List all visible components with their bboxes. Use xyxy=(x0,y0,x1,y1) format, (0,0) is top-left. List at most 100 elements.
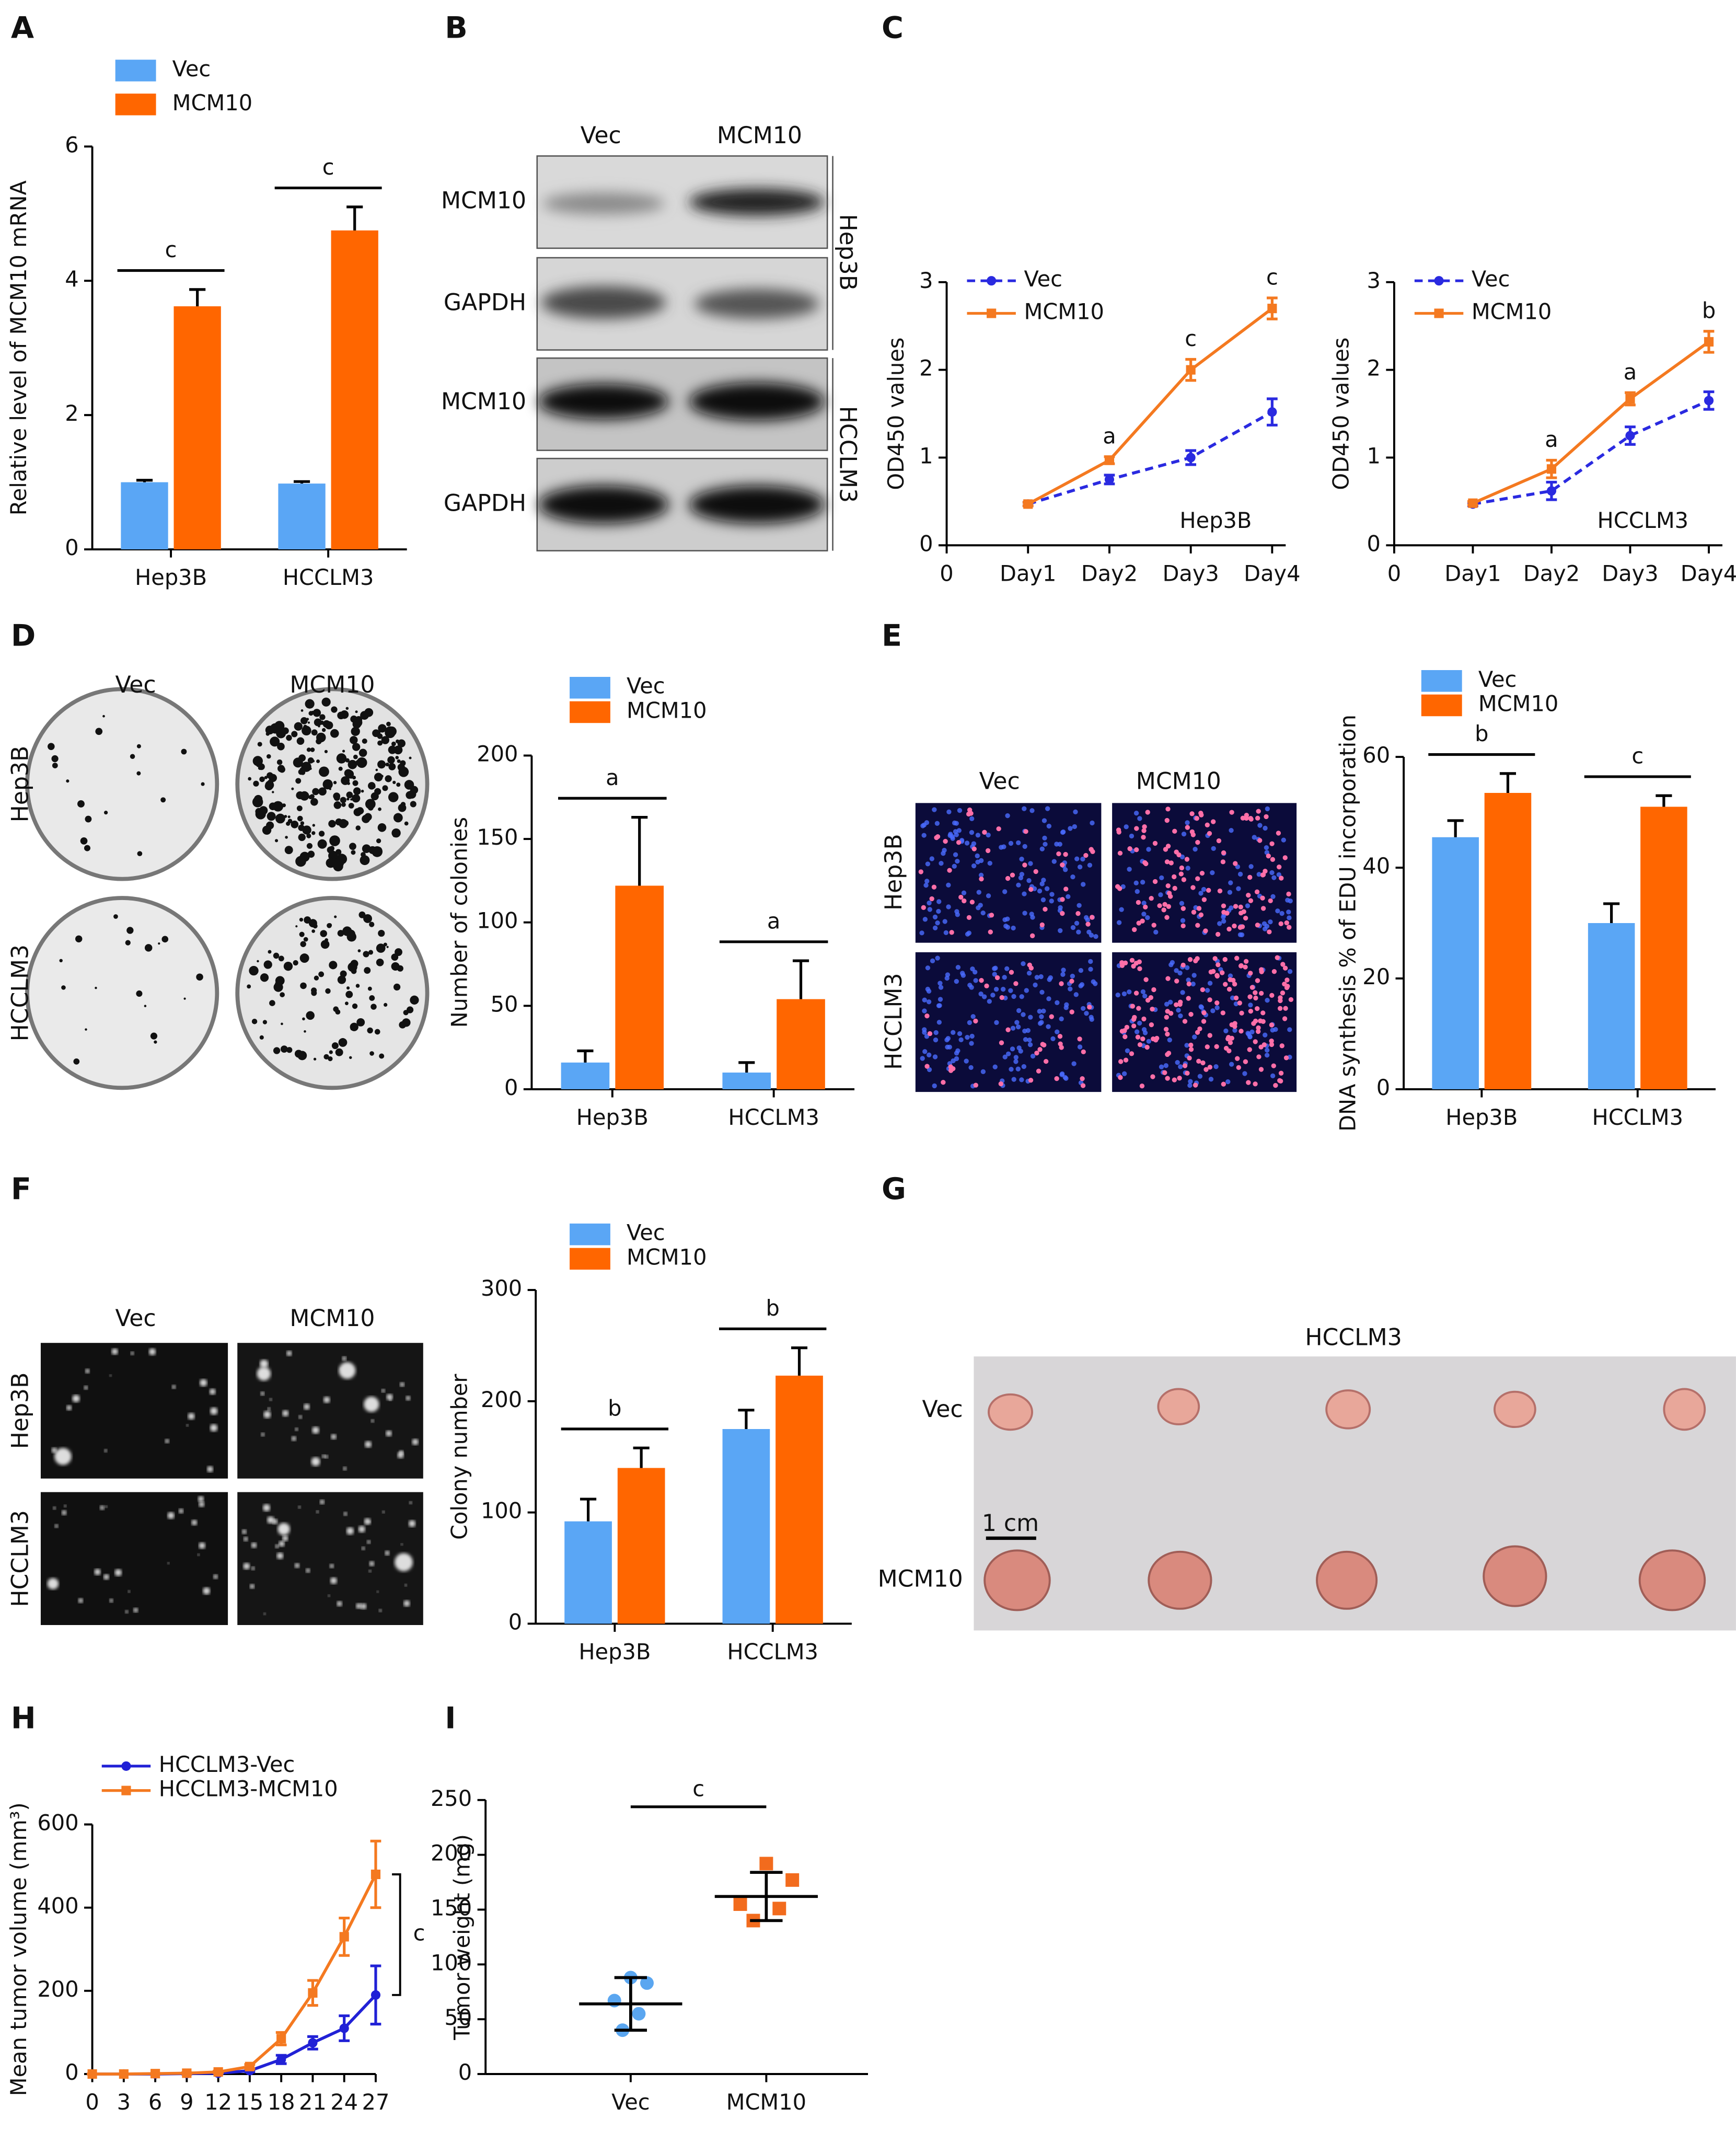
panel-label: I xyxy=(445,1701,456,1735)
spheroid xyxy=(386,1430,392,1436)
legend-label: MCM10 xyxy=(1472,298,1552,324)
edu-nucleus xyxy=(1248,898,1254,903)
spheroid xyxy=(340,1367,342,1370)
colony xyxy=(350,1022,358,1031)
panel-label: H xyxy=(11,1701,36,1735)
point xyxy=(1625,394,1635,404)
nucleus xyxy=(1059,1016,1064,1022)
edu-nucleus xyxy=(1137,966,1142,972)
colony xyxy=(358,748,367,757)
edu-nucleus xyxy=(1200,987,1206,993)
nucleus xyxy=(969,1041,974,1046)
bar xyxy=(1588,923,1635,1089)
edu-nucleus xyxy=(1236,1065,1241,1070)
edu-nucleus xyxy=(1087,1005,1092,1010)
nucleus xyxy=(1071,1061,1077,1066)
nucleus xyxy=(1279,911,1284,916)
bar xyxy=(1484,792,1532,1089)
nucleus xyxy=(978,872,984,878)
nucleus xyxy=(1051,859,1057,864)
colony xyxy=(181,748,187,755)
nucleus xyxy=(1028,1015,1033,1020)
y-tick-label: 2 xyxy=(1367,355,1381,381)
edu-nucleus xyxy=(1165,1009,1170,1014)
edu-nucleus xyxy=(1279,1043,1284,1049)
colony xyxy=(385,763,389,767)
colony xyxy=(300,709,304,712)
edu-nucleus xyxy=(985,848,991,854)
nucleus xyxy=(933,1030,939,1035)
y-tick-label: 150 xyxy=(431,1895,472,1920)
edu-nucleus xyxy=(1234,955,1240,961)
edu-nucleus xyxy=(1235,1056,1240,1061)
edu-nucleus xyxy=(1157,903,1162,908)
spheroid xyxy=(244,1537,248,1541)
edu-nucleus xyxy=(1233,861,1238,866)
y-tick-label: 0 xyxy=(65,535,78,560)
colony xyxy=(367,986,372,991)
y-tick-label: 0 xyxy=(1376,1075,1390,1100)
edu-nucleus xyxy=(1187,1055,1192,1061)
edu-nucleus xyxy=(1143,977,1149,982)
colony xyxy=(264,776,268,779)
nucleus xyxy=(1192,1034,1197,1040)
legend-label: MCM10 xyxy=(627,697,707,723)
edu-nucleus xyxy=(1248,971,1253,976)
edu-nucleus xyxy=(1124,1024,1130,1030)
colony xyxy=(302,1017,305,1021)
edu-nucleus xyxy=(1237,1000,1242,1006)
spheroid xyxy=(203,1587,211,1595)
nucleus xyxy=(1225,1079,1231,1085)
edu-nucleus xyxy=(1253,995,1258,1001)
spheroid xyxy=(298,1505,301,1508)
edu-nucleus xyxy=(1039,922,1045,928)
spheroid xyxy=(263,1612,266,1615)
significance-label: c xyxy=(692,1776,704,1802)
nucleus xyxy=(946,882,951,888)
colony xyxy=(362,844,371,854)
edu-nucleus xyxy=(1278,998,1283,1004)
nucleus xyxy=(1022,911,1027,916)
spheroid xyxy=(109,1374,112,1377)
colony xyxy=(391,962,400,971)
nucleus xyxy=(1086,929,1092,935)
edu-nucleus xyxy=(1278,921,1283,927)
colony xyxy=(348,962,357,972)
edu-nucleus xyxy=(1262,1042,1267,1047)
colony xyxy=(355,716,363,723)
colony xyxy=(329,788,331,790)
colony xyxy=(330,729,339,738)
edu-nucleus xyxy=(1190,885,1196,890)
colony xyxy=(252,756,263,766)
colony xyxy=(318,971,325,977)
edu-nucleus xyxy=(1228,1040,1233,1045)
x-tick-label: Day3 xyxy=(1162,560,1219,586)
edu-nucleus xyxy=(1177,1001,1183,1007)
column-label: Vec xyxy=(581,122,621,149)
edu-nucleus xyxy=(1226,986,1232,992)
x-tick-label: 15 xyxy=(236,2089,263,2115)
spheroid xyxy=(295,1427,298,1431)
row-label: HCCLM3 xyxy=(7,944,34,1041)
nucleus xyxy=(968,1065,974,1070)
nucleus xyxy=(1248,1003,1253,1008)
colony xyxy=(380,725,385,730)
significance-label: a xyxy=(767,908,780,934)
colony xyxy=(298,754,306,762)
edu-nucleus xyxy=(1232,982,1237,987)
nucleus xyxy=(1058,928,1063,934)
colony xyxy=(395,756,399,759)
colony xyxy=(347,782,350,785)
edu-nucleus xyxy=(1232,923,1237,929)
colony xyxy=(374,1029,380,1035)
spheroid xyxy=(47,1578,59,1589)
colony xyxy=(333,781,337,785)
colony xyxy=(342,926,352,936)
edu-nucleus xyxy=(1037,1047,1043,1052)
spheroid xyxy=(54,1448,72,1465)
nucleus xyxy=(1029,912,1034,917)
significance-bracket xyxy=(392,1873,401,1996)
nucleus xyxy=(934,821,940,826)
nucleus xyxy=(1119,907,1124,912)
colony xyxy=(324,750,328,754)
